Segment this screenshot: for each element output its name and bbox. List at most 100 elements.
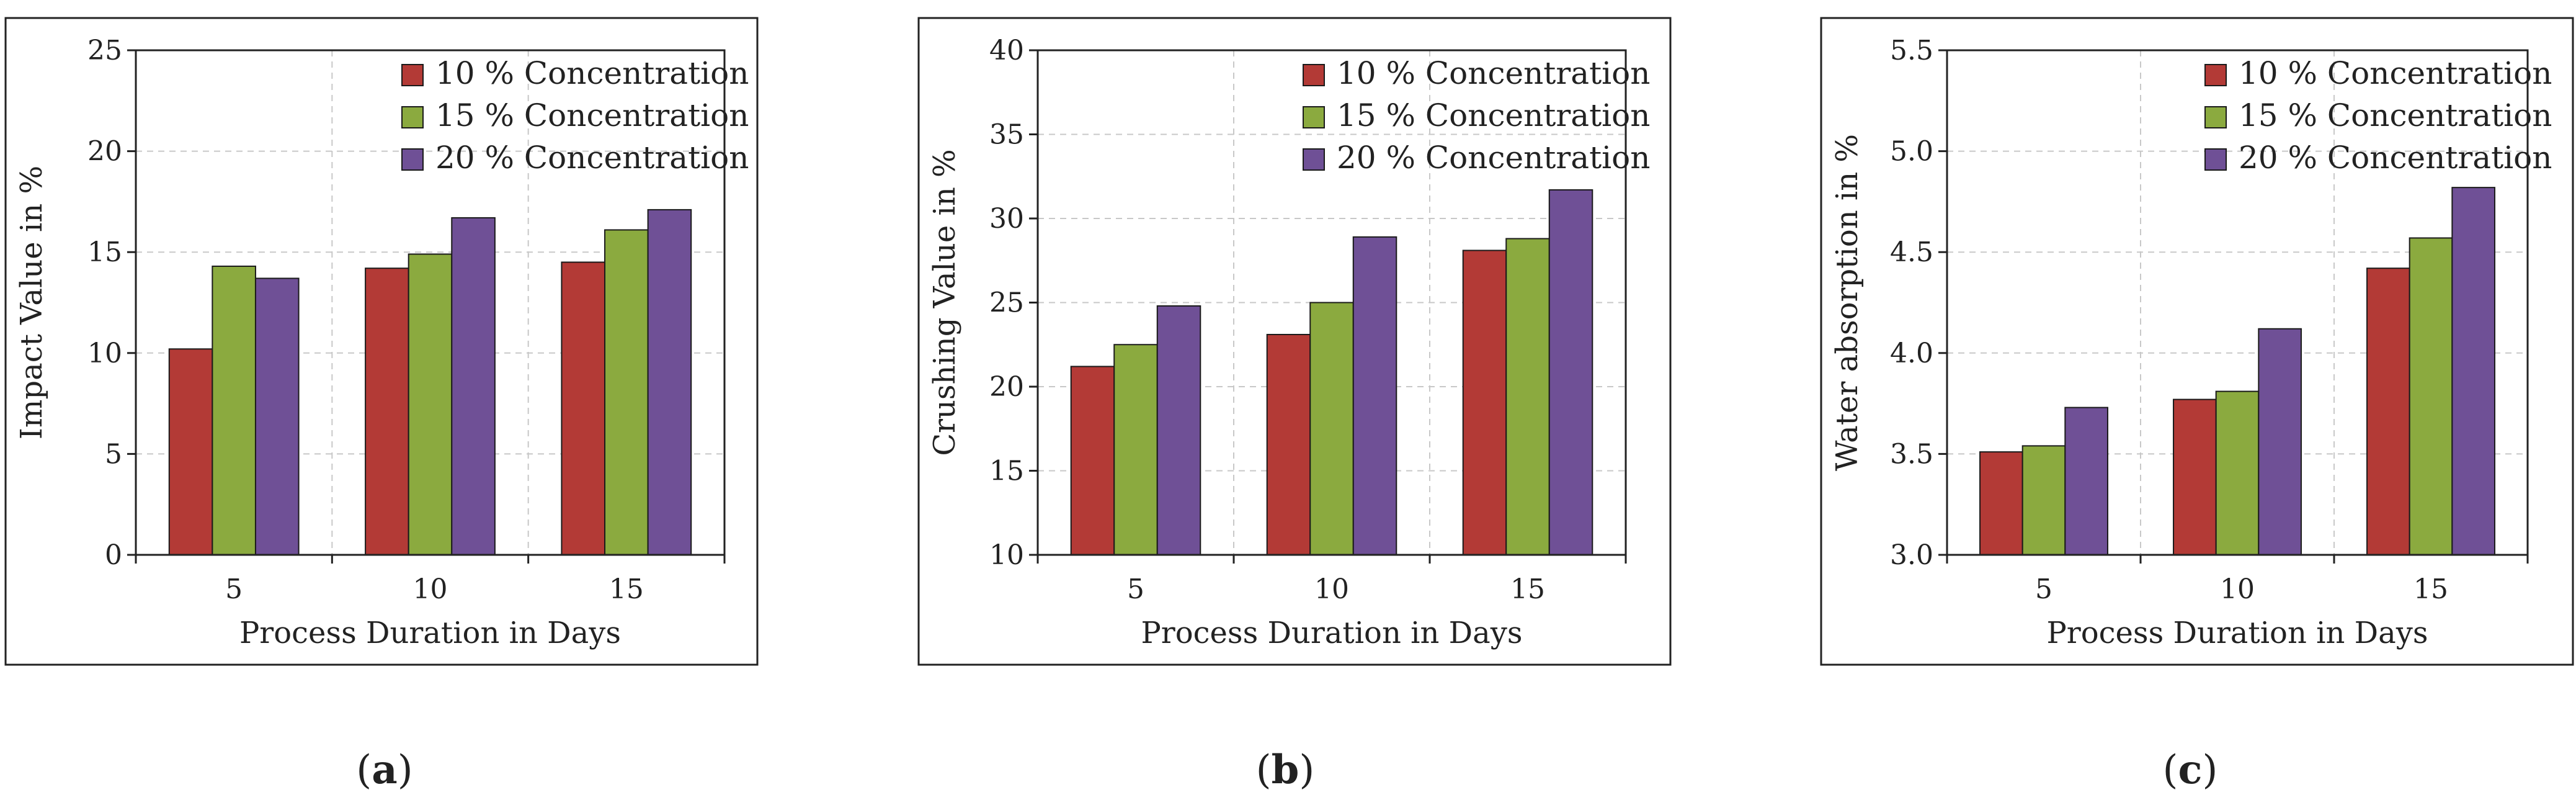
panel-label-letter: b bbox=[1272, 747, 1299, 793]
bar-3-15 bbox=[647, 209, 692, 555]
x-tick-label: 10 bbox=[2220, 573, 2255, 605]
legend-swatch bbox=[401, 148, 424, 171]
legend-label: 15 % Concentration bbox=[2239, 97, 2552, 133]
plot-area bbox=[135, 49, 726, 556]
y-tick-label: 10 bbox=[989, 539, 1024, 571]
bar-1-5 bbox=[1070, 366, 1115, 555]
chart-frame bbox=[4, 17, 759, 666]
chart-frame bbox=[1820, 17, 2574, 666]
panel-label-letter: a bbox=[372, 747, 397, 793]
y-tick-label: 20 bbox=[989, 371, 1024, 403]
y-axis-title: Water absorption in % bbox=[1830, 134, 1865, 471]
bar-2-15 bbox=[1505, 238, 1550, 555]
y-tick-label: 20 bbox=[87, 136, 122, 168]
legend-label: 10 % Concentration bbox=[435, 55, 749, 91]
bar-1-15 bbox=[2366, 267, 2410, 555]
bar-1-10 bbox=[365, 267, 409, 555]
bar-2-15 bbox=[2409, 237, 2453, 555]
x-tick-label: 5 bbox=[225, 573, 243, 605]
bar-2-5 bbox=[212, 265, 256, 555]
x-tick-label: 10 bbox=[413, 573, 448, 605]
legend-swatch bbox=[2204, 64, 2227, 86]
y-tick-label: 0 bbox=[105, 539, 122, 571]
y-tick-label: 4.0 bbox=[1890, 338, 1933, 369]
legend-label: 15 % Concentration bbox=[435, 97, 749, 133]
y-axis-title: Impact Value in % bbox=[14, 166, 49, 439]
bar-2-5 bbox=[1113, 344, 1158, 555]
x-axis-title: Process Duration in Days bbox=[2047, 616, 2428, 650]
bar-2-10 bbox=[1309, 302, 1354, 555]
bar-1-10 bbox=[2173, 398, 2217, 556]
panel-label-a: (a) bbox=[356, 747, 412, 793]
panel-label-open: ( bbox=[1256, 747, 1272, 793]
legend-label: 15 % Concentration bbox=[1337, 97, 1650, 133]
bar-1-15 bbox=[1462, 249, 1507, 555]
chart-panel-b: 10 15 20 25 30 35 40 5 10 15 Process Duration in D… bbox=[917, 17, 1672, 666]
chart-frame bbox=[917, 17, 1672, 666]
panel-label-letter: c bbox=[2178, 747, 2203, 793]
legend-label: 10 % Concentration bbox=[2239, 55, 2552, 91]
x-tick-label: 5 bbox=[2035, 573, 2052, 605]
bar-1-5 bbox=[1979, 451, 2023, 556]
bar-1-15 bbox=[561, 261, 606, 555]
bar-2-15 bbox=[604, 229, 649, 556]
bar-3-10 bbox=[451, 217, 496, 555]
x-axis-title: Process Duration in Days bbox=[1141, 616, 1523, 650]
panel-label-close: ) bbox=[2202, 747, 2217, 793]
plot-area bbox=[1946, 49, 2529, 556]
y-tick-label: 25 bbox=[989, 287, 1024, 319]
y-tick-label: 3.0 bbox=[1890, 539, 1933, 571]
y-tick-label: 15 bbox=[989, 456, 1024, 487]
x-tick-label: 15 bbox=[609, 573, 644, 605]
bar-1-5 bbox=[168, 348, 213, 556]
y-tick-label: 5.5 bbox=[1890, 35, 1933, 66]
legend-label: 20 % Concentration bbox=[2239, 140, 2552, 176]
y-tick-label: 30 bbox=[989, 203, 1024, 235]
y-tick-label: 35 bbox=[989, 119, 1024, 151]
panel-label-open: ( bbox=[356, 747, 372, 793]
y-tick-label: 15 bbox=[87, 236, 122, 268]
bar-3-10 bbox=[1352, 236, 1397, 555]
x-axis-title: Process Duration in Days bbox=[239, 616, 621, 650]
panel-label-close: ) bbox=[1299, 747, 1314, 793]
y-tick-label: 5.0 bbox=[1890, 136, 1933, 168]
x-tick-label: 10 bbox=[1314, 573, 1349, 605]
bar-3-15 bbox=[1548, 189, 1593, 555]
bar-3-15 bbox=[2451, 187, 2495, 555]
y-tick-label: 4.5 bbox=[1890, 236, 1933, 268]
panel-label-open: ( bbox=[2163, 747, 2178, 793]
legend-label: 10 % Concentration bbox=[1337, 55, 1650, 91]
bar-3-5 bbox=[254, 277, 300, 555]
panel-label-close: ) bbox=[398, 747, 413, 793]
x-tick-label: 15 bbox=[1510, 573, 1545, 605]
x-tick-label: 15 bbox=[2413, 573, 2448, 605]
legend-swatch bbox=[2204, 148, 2227, 171]
bar-3-5 bbox=[1156, 305, 1201, 555]
bar-2-10 bbox=[408, 253, 453, 555]
chart-panel-a: 0 5 10 15 20 25 5 10 15 Process Duration in Days I… bbox=[4, 17, 759, 666]
legend-swatch bbox=[1303, 64, 1325, 86]
legend-label: 20 % Concentration bbox=[435, 140, 749, 176]
bar-3-10 bbox=[2258, 328, 2302, 555]
y-tick-label: 3.5 bbox=[1890, 438, 1933, 470]
x-tick-label: 5 bbox=[1127, 573, 1144, 605]
bar-1-10 bbox=[1266, 333, 1311, 555]
legend-label: 20 % Concentration bbox=[1337, 140, 1650, 176]
y-tick-label: 25 bbox=[87, 35, 122, 66]
chart-panel-c: 3.0 3.5 4.0 4.5 5.0 5.5 5 10 15 Process Duration … bbox=[1820, 17, 2574, 666]
bar-3-5 bbox=[2064, 407, 2108, 555]
bar-2-10 bbox=[2215, 390, 2260, 555]
legend-swatch bbox=[401, 106, 424, 128]
panel-label-c: (c) bbox=[2163, 747, 2218, 793]
legend-swatch bbox=[1303, 148, 1325, 171]
y-tick-label: 10 bbox=[87, 338, 122, 369]
legend-swatch bbox=[2204, 106, 2227, 128]
y-tick-label: 5 bbox=[105, 438, 122, 470]
y-tick-label: 40 bbox=[989, 35, 1024, 66]
legend-swatch bbox=[401, 64, 424, 86]
bar-2-5 bbox=[2021, 445, 2066, 556]
y-axis-title: Crushing Value in % bbox=[927, 149, 962, 456]
legend-swatch bbox=[1303, 106, 1325, 128]
panel-label-b: (b) bbox=[1256, 747, 1315, 793]
